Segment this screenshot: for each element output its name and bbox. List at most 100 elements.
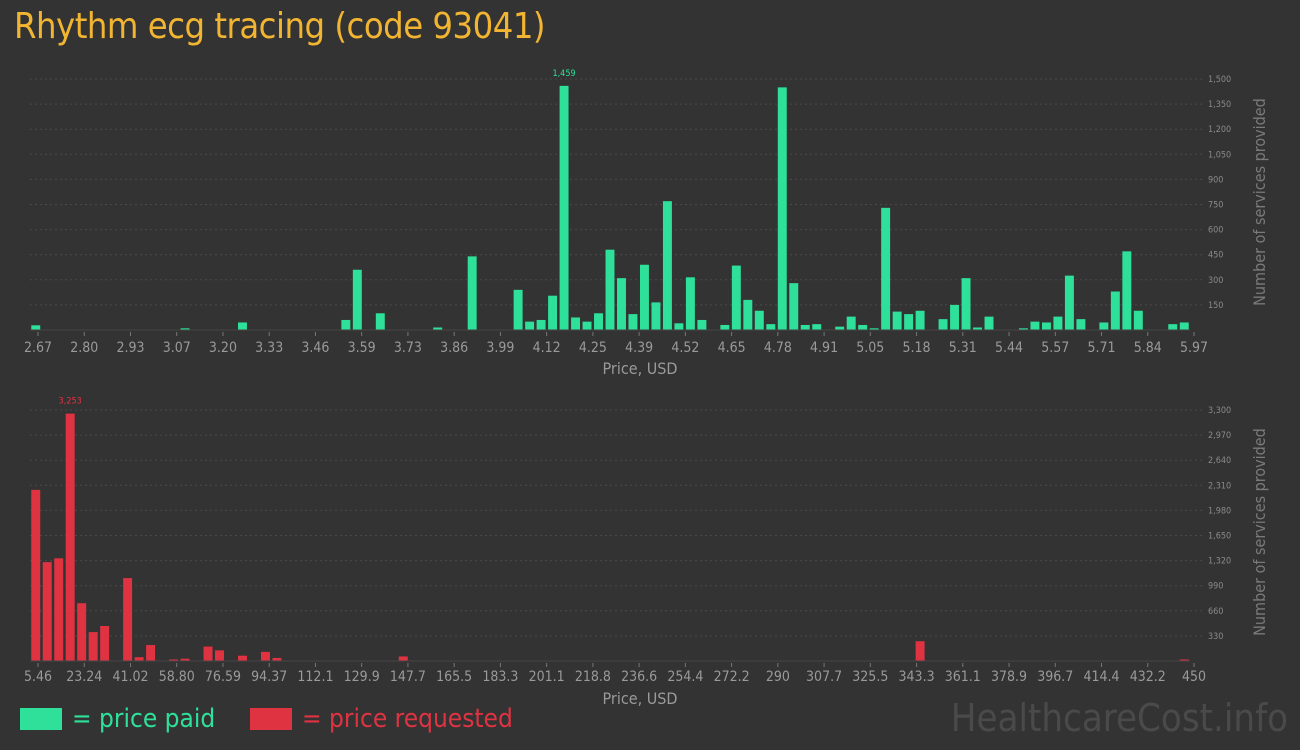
x-tick-label: 5.97 (1180, 340, 1208, 356)
bar (88, 632, 98, 661)
bar (639, 264, 649, 330)
max-value-label: 1,459 (552, 69, 575, 79)
bar (731, 265, 741, 330)
bar (123, 578, 133, 661)
bar (812, 324, 822, 330)
bar (594, 313, 603, 330)
bar (800, 324, 810, 330)
y-tick-label: 3,300 (1208, 406, 1231, 416)
x-tick-label: 307.7 (806, 669, 842, 685)
bar (961, 278, 971, 330)
bar (950, 304, 960, 330)
bar (754, 310, 764, 330)
x-tick-label: 147.7 (390, 669, 426, 685)
bar (1110, 291, 1120, 330)
bar (571, 317, 581, 330)
bar (789, 283, 799, 330)
legend-paid-label: = price paid (72, 704, 216, 734)
bar (662, 201, 672, 330)
y-tick-label: 450 (1208, 251, 1223, 261)
bar (237, 322, 247, 330)
bar (398, 656, 408, 661)
x-tick-label: 3.99 (486, 340, 514, 356)
x-tick-label: 432.2 (1130, 669, 1166, 685)
x-tick-label: 325.5 (852, 669, 888, 685)
bar (984, 316, 994, 330)
bar (938, 319, 948, 330)
y-tick-label: 1,350 (1208, 100, 1231, 110)
x-tick-label: 94.37 (251, 669, 287, 685)
y-axis-title: Number of services provided (1250, 428, 1269, 636)
bar (77, 603, 87, 661)
x-tick-label: 3.20 (209, 340, 237, 356)
bar (892, 311, 902, 330)
legend-paid: = price paid (20, 704, 215, 734)
x-tick-label: 236.6 (621, 669, 657, 685)
x-tick-label: 183.3 (482, 669, 518, 685)
bar (685, 277, 695, 330)
y-tick-label: 300 (1208, 276, 1223, 286)
legend-paid-swatch (20, 708, 62, 730)
bar (904, 314, 914, 330)
x-tick-label: 112.1 (297, 669, 333, 685)
bar (65, 413, 75, 661)
x-tick-label: 361.1 (945, 669, 981, 685)
y-tick-label: 1,200 (1208, 125, 1231, 135)
y-tick-label: 990 (1208, 582, 1223, 592)
legend-requested-swatch (250, 708, 292, 730)
x-tick-label: 290 (766, 669, 790, 685)
x-tick-label: 3.59 (348, 340, 376, 356)
legend-requested: = price requested (250, 704, 513, 734)
y-tick-label: 1,980 (1208, 506, 1231, 516)
y-tick-label: 2,310 (1208, 481, 1231, 491)
bar (260, 651, 270, 661)
x-tick-label: 3.46 (301, 340, 329, 356)
bar (272, 657, 282, 661)
bar (31, 489, 41, 661)
x-tick-label: 414.4 (1083, 669, 1119, 685)
bar (743, 299, 753, 330)
x-tick-label: 3.07 (163, 340, 191, 356)
bar (869, 328, 879, 330)
bar (548, 295, 558, 330)
x-axis-title: Price, USD (603, 359, 678, 378)
bar (1076, 319, 1086, 330)
bar (1053, 316, 1063, 330)
x-tick-label: 450 (1182, 669, 1206, 685)
x-tick-label: 4.91 (810, 340, 838, 356)
x-tick-label: 2.67 (24, 340, 52, 356)
y-tick-label: 600 (1208, 226, 1223, 236)
x-tick-label: 4.12 (533, 340, 561, 356)
bar (134, 657, 144, 661)
bar (651, 302, 661, 330)
bar (1064, 275, 1074, 330)
bar (915, 310, 925, 330)
bar (42, 562, 52, 661)
bar (1179, 322, 1189, 330)
x-tick-label: 5.46 (24, 669, 52, 685)
bar (559, 85, 569, 331)
bar (237, 655, 247, 661)
bar (1168, 324, 1178, 330)
bar (513, 289, 523, 330)
x-tick-label: 343.3 (899, 669, 935, 685)
bar (1018, 328, 1028, 330)
x-tick-label: 41.02 (112, 669, 148, 685)
x-tick-label: 378.9 (991, 669, 1027, 685)
bar (1030, 321, 1040, 330)
bar (1179, 659, 1189, 661)
bar (605, 249, 615, 330)
bar (915, 641, 925, 661)
y-tick-label: 1,050 (1208, 150, 1231, 160)
y-tick-label: 1,320 (1208, 557, 1231, 567)
bar (628, 314, 638, 330)
x-tick-label: 201.1 (529, 669, 565, 685)
bar (215, 650, 224, 661)
bar (697, 319, 707, 330)
max-value-label: 3,253 (59, 397, 82, 407)
x-tick-label: 254.4 (667, 669, 703, 685)
x-tick-label: 2.80 (70, 340, 98, 356)
x-tick-label: 396.7 (1037, 669, 1073, 685)
bar (146, 645, 156, 661)
bar (720, 324, 730, 330)
